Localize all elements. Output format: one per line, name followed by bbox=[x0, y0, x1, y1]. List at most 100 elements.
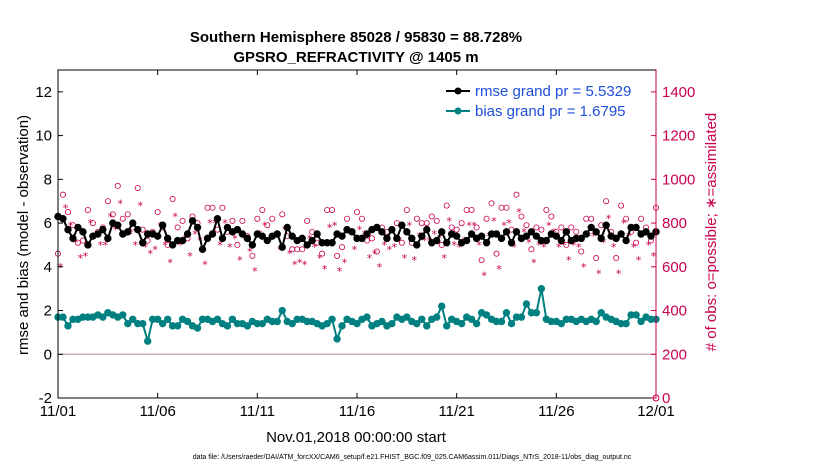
obs-possible-point bbox=[473, 224, 480, 231]
obs-assimilated-point: * bbox=[63, 202, 69, 215]
obs-assimilated-point: * bbox=[297, 256, 303, 269]
obs-assimilated-point: * bbox=[581, 261, 587, 274]
bias-point bbox=[144, 337, 152, 345]
obs-possible-point bbox=[279, 211, 286, 218]
obs-possible-point bbox=[453, 226, 460, 233]
obs-assimilated-point: * bbox=[422, 235, 428, 248]
bias-point bbox=[223, 322, 232, 330]
legend: rmse grand pr = 5.5329 bias grand pr = 1… bbox=[440, 80, 650, 124]
obs-assimilated-point: * bbox=[312, 241, 318, 254]
rmse-point bbox=[562, 228, 570, 236]
bias-point bbox=[228, 315, 237, 323]
rmse-point bbox=[283, 223, 291, 232]
y-left-tick-label: 10 bbox=[35, 128, 52, 145]
obs-assimilated-point: * bbox=[372, 248, 378, 261]
obs-assimilated-point: * bbox=[108, 211, 114, 224]
y-left-tick-label: 0 bbox=[44, 346, 52, 363]
obs-possible-point bbox=[458, 220, 465, 227]
bias-point bbox=[193, 324, 202, 332]
x-tick-label: 12/01 bbox=[637, 403, 675, 420]
obs-possible-point bbox=[413, 215, 420, 222]
obs-possible-point bbox=[334, 252, 341, 259]
obs-possible-point bbox=[488, 200, 495, 207]
rmse-point bbox=[507, 239, 516, 247]
rmse-point bbox=[467, 230, 476, 238]
rmse-point bbox=[153, 232, 162, 240]
obs-possible-point bbox=[623, 215, 630, 222]
obs-assimilated-point: * bbox=[526, 237, 532, 250]
bias-point bbox=[457, 319, 466, 328]
obs-assimilated-point: * bbox=[451, 239, 457, 252]
rmse-point bbox=[552, 232, 561, 240]
bias-point bbox=[288, 319, 296, 328]
rmse-point bbox=[243, 234, 252, 243]
obs-assimilated-point: * bbox=[237, 254, 243, 267]
obs-possible-point bbox=[259, 206, 266, 213]
obs-assimilated-point: * bbox=[103, 239, 109, 252]
obs-assimilated-point: * bbox=[367, 252, 373, 265]
y-left-tick-label: 2 bbox=[44, 303, 52, 320]
obs-possible-point bbox=[613, 255, 620, 262]
rmse-point bbox=[438, 228, 446, 236]
y-axis-right-label: # of obs: o=possible; ∗=assimilated bbox=[703, 113, 720, 352]
obs-possible-point bbox=[239, 217, 246, 224]
obs-possible-point bbox=[398, 239, 405, 246]
bias-point bbox=[622, 319, 630, 328]
y-right-tick-label: 1400 bbox=[662, 84, 695, 101]
rmse-point bbox=[388, 225, 396, 234]
y-left-tick-label: 4 bbox=[44, 259, 52, 276]
obs-assimilated-point: * bbox=[377, 261, 383, 274]
rmse-point bbox=[328, 239, 336, 247]
chart-title-line1: Southern Hemisphere 85028 / 95830 = 88.7… bbox=[190, 29, 522, 46]
rmse-point bbox=[263, 236, 271, 245]
obs-assimilated-point: * bbox=[387, 243, 393, 256]
legend-rmse-label: rmse grand pr = 5.5329 bbox=[475, 83, 631, 100]
obs-assimilated-point: * bbox=[392, 241, 398, 254]
y-left-tick-label: -2 bbox=[39, 390, 52, 407]
x-tick-label: 11/11 bbox=[240, 403, 275, 420]
obs-assimilated-point: * bbox=[606, 213, 612, 226]
bias-point bbox=[183, 317, 192, 326]
data-file-footnote: data file: /Users/raeder/DAI/ATM_forcXX/… bbox=[193, 454, 632, 461]
obs-assimilated-point: * bbox=[536, 239, 542, 252]
obs-possible-point bbox=[528, 246, 535, 253]
obs-assimilated-point: * bbox=[496, 263, 502, 276]
obs-assimilated-point: * bbox=[397, 235, 403, 248]
rmse-point bbox=[373, 223, 381, 232]
obs-possible-point bbox=[319, 250, 326, 257]
obs-possible-series bbox=[55, 182, 660, 402]
obs-possible-point bbox=[513, 191, 520, 198]
obs-assimilated-point: * bbox=[172, 211, 178, 224]
rmse-point bbox=[278, 243, 286, 251]
rmse-point bbox=[238, 230, 247, 238]
y-right-tick-label: 800 bbox=[662, 215, 687, 232]
obs-assimilated-point: * bbox=[88, 217, 94, 230]
obs-possible-point bbox=[523, 222, 530, 229]
rmse-point bbox=[223, 223, 232, 232]
obs-assimilated-point: * bbox=[541, 241, 547, 254]
obs-possible-point bbox=[269, 215, 276, 222]
bias-point bbox=[99, 313, 107, 321]
obs-possible-point bbox=[84, 206, 91, 213]
rmse-point bbox=[69, 234, 77, 243]
rmse-point bbox=[248, 241, 257, 249]
obs-possible-point bbox=[368, 235, 375, 242]
obs-possible-point bbox=[64, 209, 71, 216]
rmse-point bbox=[288, 232, 296, 240]
bias-point bbox=[213, 315, 222, 323]
obs-assimilated-point: * bbox=[591, 230, 597, 243]
obs-assimilated-point: * bbox=[576, 241, 582, 254]
rmse-point bbox=[617, 230, 625, 238]
bias-point bbox=[333, 335, 341, 343]
obs-assimilated-point: * bbox=[292, 259, 298, 272]
rmse-series bbox=[54, 212, 660, 254]
obs-assimilated-point: * bbox=[123, 230, 129, 243]
rmse-point bbox=[462, 236, 471, 245]
obs-possible-point bbox=[264, 222, 271, 229]
bias-point bbox=[443, 322, 451, 330]
bias-series bbox=[54, 284, 660, 345]
obs-assimilated-point: * bbox=[232, 232, 238, 245]
obs-possible-point bbox=[89, 220, 96, 227]
obs-assimilated-point: * bbox=[651, 250, 657, 263]
obs-possible-point bbox=[428, 213, 435, 220]
